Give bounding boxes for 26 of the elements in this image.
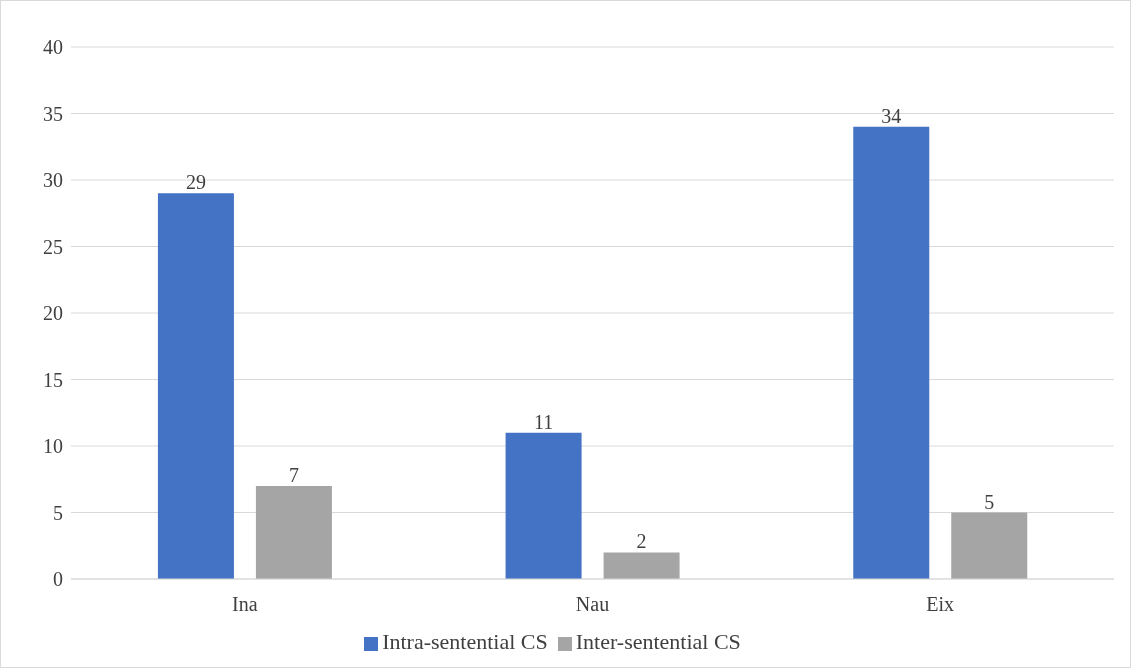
y-tick-label: 40: [43, 36, 63, 59]
bar: [853, 126, 930, 579]
bar: [505, 432, 582, 579]
x-tick-label: Ina: [232, 593, 258, 616]
y-tick-label: 5: [53, 501, 63, 524]
legend-label: Intra-sentential CS: [382, 629, 548, 654]
y-tick-label: 25: [43, 235, 63, 258]
legend-label: Inter-sentential CS: [575, 629, 741, 654]
bar: [951, 512, 1028, 579]
bar: [255, 485, 332, 579]
y-tick-label: 0: [53, 568, 63, 591]
y-tick-label: 20: [43, 302, 63, 325]
y-tick-label: 10: [43, 435, 63, 458]
data-label: 5: [984, 490, 995, 513]
data-label: 7: [288, 463, 299, 486]
data-label: 29: [185, 171, 206, 194]
y-tick-label: 35: [43, 102, 63, 125]
x-tick-label: Eix: [926, 593, 955, 616]
y-tick-label: 30: [43, 169, 63, 192]
bar: [157, 193, 234, 579]
bar: [603, 552, 680, 579]
x-tick-label: Nau: [575, 593, 610, 616]
data-label: 2: [636, 530, 647, 553]
data-label: 34: [881, 104, 902, 127]
data-label: 11: [533, 410, 554, 433]
y-tick-label: 15: [43, 368, 63, 391]
